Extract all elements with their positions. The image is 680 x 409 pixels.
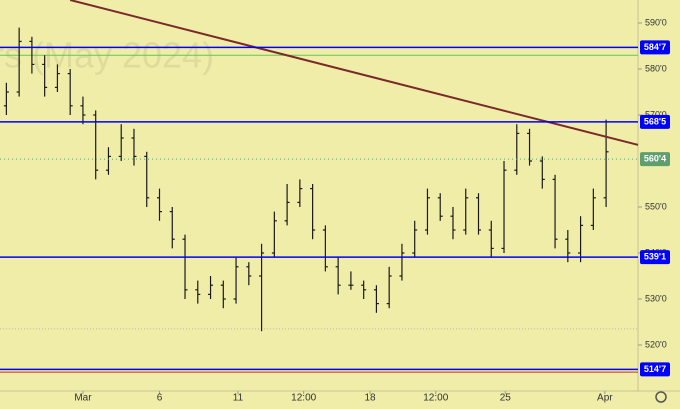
- x-tick-label: 6: [157, 393, 163, 404]
- y-tick-label: 550'0: [645, 201, 667, 211]
- level-label-box: [640, 250, 670, 265]
- level-label: 539'1: [644, 252, 666, 262]
- x-tick-label: 18: [364, 393, 376, 404]
- x-tick-label: 11: [233, 393, 244, 404]
- y-tick-label: 530'0: [645, 293, 667, 303]
- level-label-box: [640, 114, 670, 129]
- y-tick-label: 570'0: [645, 109, 667, 119]
- current-price-box: [640, 152, 670, 167]
- x-tick-label: Apr: [597, 393, 613, 404]
- x-tick-label: 12:00: [291, 393, 316, 404]
- y-tick-label: 520'0: [645, 339, 667, 349]
- level-label: 584'7: [644, 42, 666, 52]
- y-tick-label: 590'0: [645, 17, 667, 27]
- trend-line: [69, 0, 639, 146]
- level-label: 514'7: [644, 364, 666, 374]
- level-label-box: [640, 362, 670, 377]
- y-tick-label: 580'0: [645, 63, 667, 73]
- settings-icon[interactable]: [655, 391, 667, 403]
- level-label: 568'5: [644, 116, 666, 126]
- x-tick-label: Mar: [74, 393, 92, 404]
- x-tick-label: 12:00: [423, 393, 448, 404]
- level-label-box: [640, 40, 670, 55]
- x-tick-label: 25: [500, 393, 512, 404]
- current-price-label: 560'4: [644, 154, 666, 164]
